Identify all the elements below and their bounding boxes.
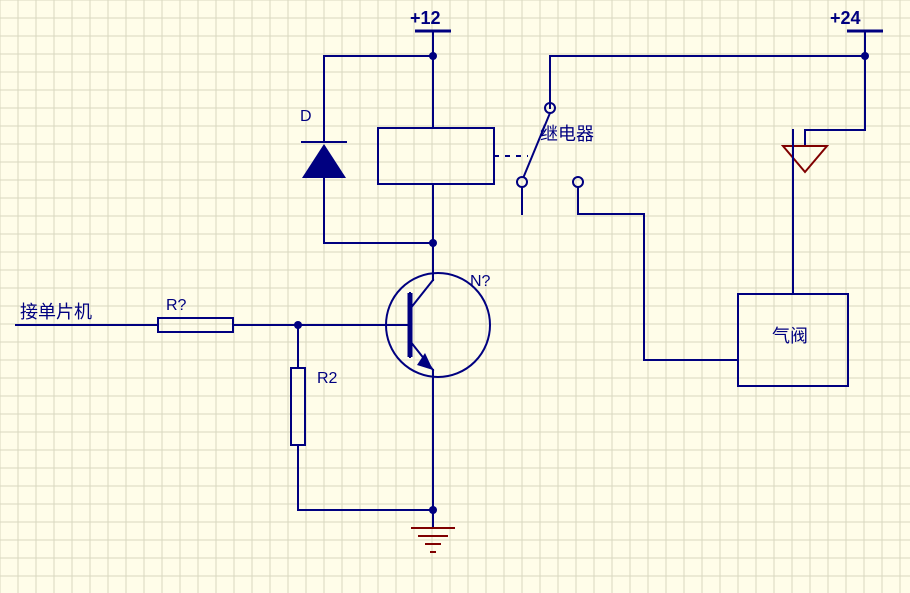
label-transistor: N? bbox=[470, 273, 490, 291]
label-input: 接单片机 bbox=[20, 298, 92, 324]
label-v24: +24 bbox=[830, 8, 861, 29]
label-r1: R? bbox=[166, 297, 186, 315]
label-valve: 气阀 bbox=[772, 322, 808, 348]
schematic-canvas: +12 +24 D 继电器 N? R? R2 接单片机气阀 bbox=[0, 0, 910, 593]
label-diode: D bbox=[300, 108, 312, 126]
label-v12: +12 bbox=[410, 8, 441, 29]
schematic-svg bbox=[0, 0, 910, 593]
label-relay: 继电器 bbox=[540, 120, 594, 146]
label-r2: R2 bbox=[317, 370, 337, 388]
